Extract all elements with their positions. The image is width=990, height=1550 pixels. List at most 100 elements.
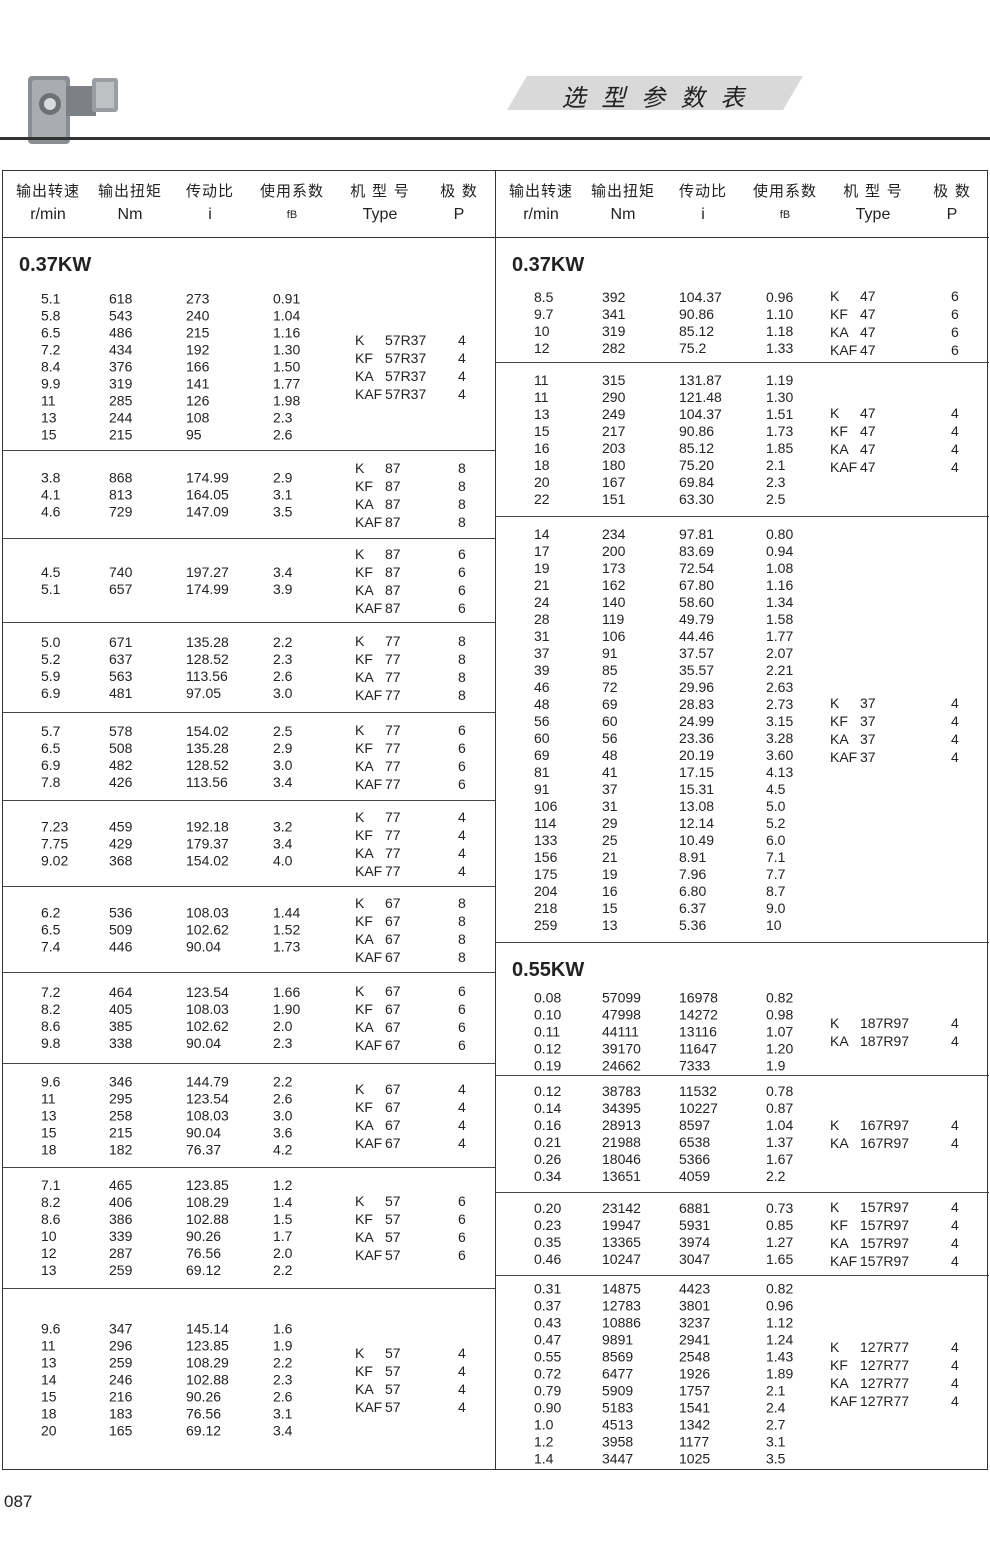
output-torque-cell: 19947 [602,1217,641,1233]
model-types: K 187R97 4 KA 187R97 4 [830,1014,971,1050]
service-factor-cell: 3.28 [766,729,794,746]
service-factor-cell: 1.89 [766,1365,794,1381]
table-row: 22 151 63.30 2.5 [534,491,826,508]
ratio-cell: 147.09 [186,503,229,519]
model-prefix: K [830,288,840,304]
model-prefix: KAF [830,342,858,358]
model-types: K 167R97 4 KA 167R97 4 [830,1116,971,1152]
output-speed-cell: 5.8 [41,307,61,324]
output-torque-cell: 182 [109,1141,133,1157]
model-row: K 87 6 [355,545,478,563]
ratio-cell: 123.85 [186,1337,229,1354]
model-prefix: KF [355,350,373,366]
output-torque-cell: 180 [602,456,626,473]
model-size: 57 [385,1193,401,1209]
service-factor-cell: 2.0 [273,1245,293,1261]
service-factor-cell: 1.20 [766,1040,794,1057]
model-prefix: KAF [830,748,858,765]
data-rows: 14 234 97.81 0.80 17 200 83.69 0.94 19 173 72.54 1.… [534,526,826,934]
output-speed-cell: 18 [534,456,550,473]
output-torque-cell: 5183 [602,1399,634,1415]
output-speed-cell: 31 [534,627,550,644]
model-size: 77 [385,721,401,738]
model-prefix: K [355,459,365,476]
poles-cell: 4 [951,730,959,747]
model-size: 87 [385,477,401,494]
ratio-cell: 108.03 [186,904,229,920]
model-prefix: KF [830,1217,848,1233]
output-speed-cell: 0.55 [534,1348,562,1364]
poles-cell: 4 [458,1080,466,1097]
table-row: 0.35 13365 3974 1.27 [534,1234,826,1251]
output-speed-cell: 7.2 [41,984,61,1000]
output-torque-cell: 14875 [602,1280,641,1296]
table-row: 56 60 24.99 3.15 [534,713,826,730]
gearmotor-product-image [24,66,122,156]
output-speed-cell: 56 [534,712,550,729]
poles-cell: 6 [951,306,959,322]
model-size: 47 [860,404,876,421]
column-header-en: P [453,206,465,223]
table-row: 218 15 6.37 9.0 [534,900,826,917]
ratio-cell: 76.56 [186,1405,222,1422]
group-body: 0.20 23142 6881 0.73 0.23 19947 5931 0.85 0.35 13… [496,1193,989,1275]
ratio-cell: 83.69 [679,542,715,559]
poles-cell: 6 [458,775,466,792]
data-rows: 9.6 346 144.79 2.2 11 295 123.54 2.6 13 258 108.03… [41,1073,333,1158]
column-header-zh: 使用系数 [259,182,324,200]
ratio-cell: 1177 [679,1433,710,1449]
output-speed-cell: 0.19 [534,1057,562,1074]
model-types: K 57R37 4 KF 57R37 4 KA 57R37 4 KAF 57R37 4 [355,331,478,403]
output-torque-cell: 162 [602,576,626,593]
output-speed-cell: 0.79 [534,1382,562,1398]
output-speed-cell: 5.7 [41,722,61,739]
service-factor-cell: 1.07 [766,1023,794,1040]
model-row: KAF 57 6 [355,1246,478,1264]
column-header-en: Type [362,206,398,223]
table-row: 39 85 35.57 2.21 [534,662,826,679]
output-torque-cell: 106 [602,627,626,644]
table-header: 输出转速 r/min 输出扭矩 Nm 传动比 i 使用系数 fB 机 型 号 Type 极 数 P [496,171,989,238]
service-factor-cell: 1.30 [273,341,301,358]
service-factor-cell: 2.1 [766,1382,786,1398]
output-torque-cell: 10886 [602,1314,641,1330]
service-factor-cell: 2.1 [766,456,786,473]
service-factor-cell: 4.0 [273,852,293,868]
poles-cell: 4 [951,1338,959,1355]
table-row: 14 246 102.88 2.3 [41,1372,333,1389]
output-torque-cell: 29 [602,814,618,831]
table-row: 0.55 8569 2548 1.43 [534,1348,826,1365]
poles-cell: 4 [951,458,959,475]
model-prefix: KA [355,368,374,384]
ratio-cell: 67.80 [679,576,715,593]
model-row: K 67 4 [355,1080,478,1098]
ratio-cell: 144.79 [186,1073,229,1089]
table-row: 15 216 90.26 2.6 [41,1389,333,1406]
table-row: 5.1 618 273 0.91 [41,291,333,308]
table-row: 0.72 6477 1926 1.89 [534,1365,826,1382]
output-torque-cell: 13651 [602,1168,641,1184]
output-speed-cell: 0.16 [534,1117,562,1133]
ratio-cell: 97.81 [679,525,715,542]
ratio-cell: 3237 [679,1314,711,1330]
ratio-cell: 6538 [679,1134,711,1150]
model-row: KA 47 4 [830,440,971,458]
service-factor-cell: 3.1 [273,486,293,502]
model-row: K 187R97 4 [830,1014,971,1032]
group-body: 0.31 14875 4423 0.82 0.37 12783 3801 0.96 0.43 10… [496,1276,989,1471]
output-speed-cell: 8.2 [41,1194,61,1210]
power-group: 11 315 131.87 1.19 11 290 121.48 1.30 13 249 104.3… [496,363,989,517]
output-speed-cell: 5.9 [41,667,61,684]
data-rows: 5.1 618 273 0.91 5.8 543 240 1.04 6.5 486 215 1.16 7… [41,291,333,444]
ratio-cell: 97.05 [186,684,222,701]
ratio-cell: 102.88 [186,1211,229,1227]
service-factor-cell: 2.2 [273,1073,293,1089]
ratio-cell: 35.57 [679,661,715,678]
output-torque-cell: 508 [109,739,133,756]
poles-cell: 6 [458,1211,466,1227]
model-prefix: KF [355,650,373,667]
model-prefix: K [830,1015,840,1031]
model-size: 47 [860,306,876,322]
model-row: KA 47 6 [830,323,971,341]
group-body: 8.5 392 104.37 0.96 9.7 341 90.86 1.10 10 319 85.1… [496,284,989,362]
